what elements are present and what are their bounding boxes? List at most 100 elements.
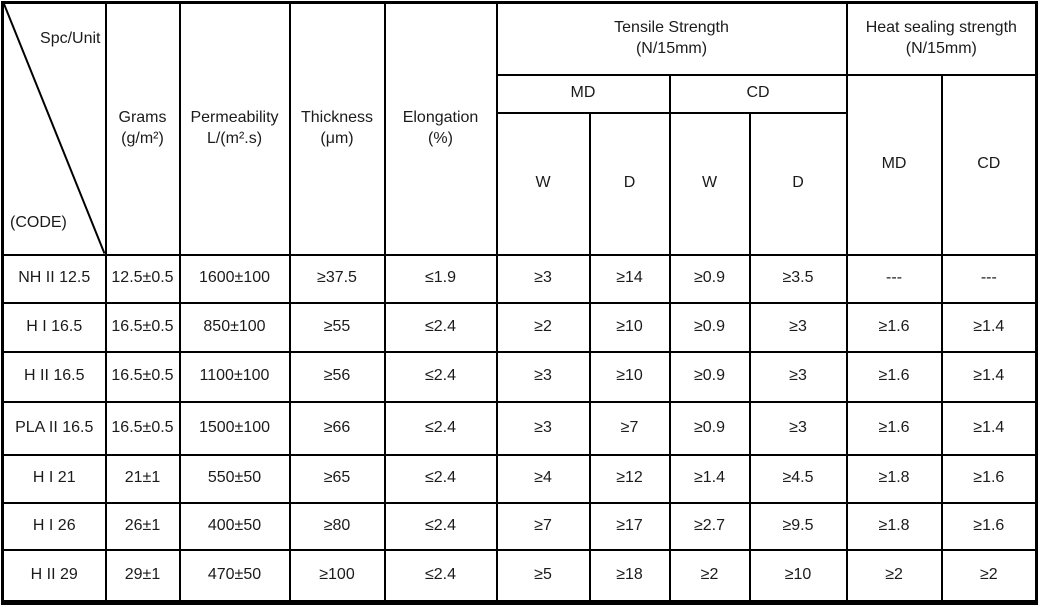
header-thickness-title: Thickness [300,108,374,126]
cell-ts-md-d: ≥14 [588,253,671,304]
cell-thickness: ≥56 [288,350,386,403]
table-row: H II 29 29±1 470±50 ≥100 ≤2.4 ≥5 ≥18 ≥2 … [1,548,1038,604]
header-heat-title: Heat sealing strength [865,18,1017,36]
cell-hs-cd: ≥2 [940,548,1038,604]
cell-grams: 21±1 [104,453,181,504]
cell-ts-md-w: ≥3 [495,350,591,403]
cell-ts-cd-w: ≥0.9 [668,253,751,304]
cell-permeability: 1100±100 [178,350,291,403]
cell-grams: 16.5±0.5 [104,350,181,403]
cell-ts-cd-d: ≥3 [748,301,848,353]
table-row: H II 16.5 16.5±0.5 1100±100 ≥56 ≤2.4 ≥3 … [1,350,1038,403]
cell-elongation: ≤2.4 [383,301,498,353]
cell-hs-md: ≥2 [845,548,943,604]
cell-ts-cd-d: ≥3 [748,400,848,456]
header-grams-title: Grams [118,108,167,126]
header-permeability: Permeability L/(m².s) [178,1,291,256]
header-tensile-cd-d: D [748,111,848,256]
cell-hs-cd: ≥1.4 [940,301,1038,353]
header-row-groups: Spc/Unit (CODE) Grams (g/m²) Permeabilit… [1,1,1038,256]
cell-ts-cd-w: ≥2 [668,548,751,604]
cell-hs-md: ≥1.8 [845,453,943,504]
cell-thickness: ≥100 [288,548,386,604]
cell-ts-cd-d: ≥10 [748,548,848,604]
header-heat-cd: CD [940,73,1038,256]
cell-ts-md-d: ≥10 [588,350,671,403]
cell-hs-cd: ≥1.6 [940,501,1038,551]
cell-grams: 29±1 [104,548,181,604]
cell-elongation: ≤2.4 [383,501,498,551]
cell-ts-md-w: ≥3 [495,400,591,456]
cell-ts-md-d: ≥10 [588,301,671,353]
cell-ts-cd-d: ≥9.5 [748,501,848,551]
table-row: H I 16.5 16.5±0.5 850±100 ≥55 ≤2.4 ≥2 ≥1… [1,301,1038,353]
cell-thickness: ≥80 [288,501,386,551]
cell-ts-cd-w: ≥0.9 [668,400,751,456]
header-tensile-cd: CD [668,73,848,114]
header-grams-unit: (g/m²) [121,129,164,147]
cell-code: H II 16.5 [1,350,107,403]
cell-grams: 12.5±0.5 [104,253,181,304]
cell-ts-md-w: ≥3 [495,253,591,304]
cell-ts-cd-d: ≥3 [748,350,848,403]
cell-permeability: 550±50 [178,453,291,504]
header-heat-unit: (N/15mm) [905,39,977,57]
cell-ts-md-d: ≥18 [588,548,671,604]
header-tensile-md-d: D [588,111,671,256]
header-elongation: Elongation (%) [383,1,498,256]
header-permeability-unit: L/(m².s) [206,129,263,147]
cell-elongation: ≤2.4 [383,548,498,604]
cell-ts-cd-w: ≥2.7 [668,501,751,551]
cell-hs-md: ≥1.6 [845,350,943,403]
cell-hs-cd: ≥1.6 [940,453,1038,504]
table-row: H I 21 21±1 550±50 ≥65 ≤2.4 ≥4 ≥12 ≥1.4 … [1,453,1038,504]
cell-code: PLA II 16.5 [1,400,107,456]
cell-ts-cd-w: ≥1.4 [668,453,751,504]
cell-thickness: ≥66 [288,400,386,456]
cell-ts-md-d: ≥12 [588,453,671,504]
cell-ts-cd-d: ≥4.5 [748,453,848,504]
header-tensile-md-w: W [495,111,591,256]
cell-grams: 16.5±0.5 [104,400,181,456]
header-elongation-title: Elongation [402,108,479,126]
cell-elongation: ≤2.4 [383,350,498,403]
header-heat-md: MD [845,73,943,256]
corner-spc-unit-label: Spc/Unit [40,30,101,47]
cell-permeability: 400±50 [178,501,291,551]
cell-ts-md-w: ≥7 [495,501,591,551]
cell-hs-cd: ≥1.4 [940,400,1038,456]
cell-code: H II 29 [1,548,107,604]
table-row: NH II 12.5 12.5±0.5 1600±100 ≥37.5 ≤1.9 … [1,253,1038,304]
header-elongation-unit: (%) [428,129,453,147]
cell-ts-cd-w: ≥0.9 [668,301,751,353]
cell-thickness: ≥55 [288,301,386,353]
header-row-w-d: W D W D [3,111,1037,256]
corner-cell: Spc/Unit (CODE) [1,1,107,256]
header-thickness: Thickness (μm) [288,1,386,256]
header-permeability-title: Permeability [190,108,279,126]
cell-hs-md: ≥1.6 [845,400,943,456]
cell-grams: 16.5±0.5 [104,301,181,353]
corner-code-label: (CODE) [10,213,67,231]
header-heat-sealing-strength: Heat sealing strength (N/15mm) [845,1,1038,76]
cell-permeability: 1500±100 [178,400,291,456]
cell-elongation: ≤1.9 [383,253,498,304]
table-row: PLA II 16.5 16.5±0.5 1500±100 ≥66 ≤2.4 ≥… [1,400,1038,456]
cell-thickness: ≥37.5 [288,253,386,304]
cell-code: NH II 12.5 [1,253,107,304]
header-tensile-cd-w: W [668,111,751,256]
header-row-md-cd: MD CD MD CD [3,73,1038,256]
cell-permeability: 850±100 [178,301,291,353]
table-row: H I 26 26±1 400±50 ≥80 ≤2.4 ≥7 ≥17 ≥2.7 … [1,501,1038,551]
cell-hs-md: ≥1.6 [845,301,943,353]
header-tensile-title: Tensile Strength [614,18,729,36]
cell-ts-md-w: ≥2 [495,301,591,353]
header-tensile-strength: Tensile Strength (N/15mm) [495,1,848,76]
header-grams: Grams (g/m²) [104,1,181,256]
cell-hs-md: ≥1.8 [845,501,943,551]
cell-permeability: 470±50 [178,548,291,604]
header-tensile-unit: (N/15mm) [635,39,708,57]
cell-ts-cd-d: ≥3.5 [748,253,848,304]
